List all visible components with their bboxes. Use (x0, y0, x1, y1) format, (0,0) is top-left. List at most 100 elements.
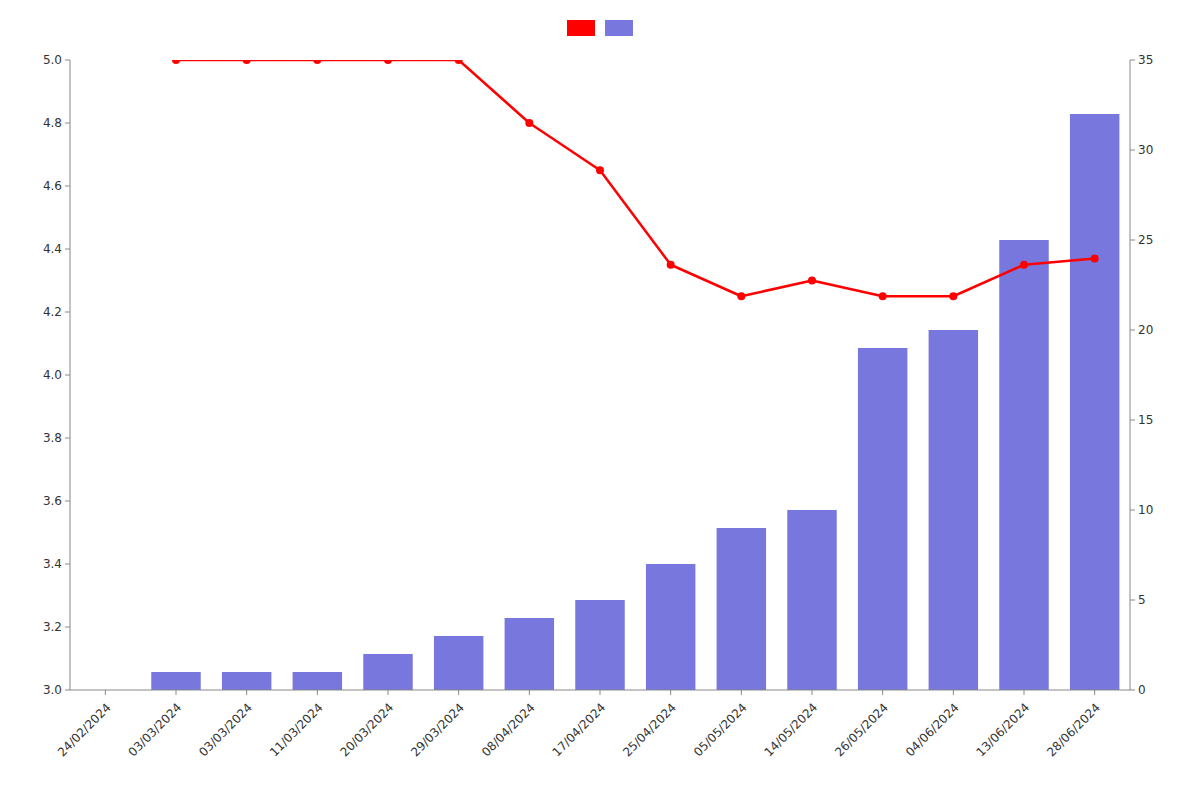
bar (505, 618, 554, 690)
x-tick-label: 13/06/2024 (974, 700, 1033, 759)
x-tick-label: 14/05/2024 (762, 700, 821, 759)
y2-tick-label: 35 (1138, 53, 1153, 67)
y-tick (65, 249, 70, 250)
x-tick-label: 20/03/2024 (338, 700, 397, 759)
y2-tick (1130, 600, 1135, 601)
x-tick (882, 690, 883, 695)
line-marker (596, 166, 604, 174)
x-tick (670, 690, 671, 695)
x-tick (105, 690, 106, 695)
legend-swatch (605, 20, 633, 36)
x-tick-label: 03/03/2024 (196, 700, 255, 759)
legend-swatch (567, 20, 595, 36)
y-tick (65, 690, 70, 691)
x-tick-label: 08/04/2024 (479, 700, 538, 759)
line-marker (525, 119, 533, 127)
x-tick-label: 28/06/2024 (1044, 700, 1103, 759)
x-tick (388, 690, 389, 695)
axes: 3.03.23.43.63.84.04.24.44.64.85.00510152… (43, 53, 1153, 760)
y2-tick (1130, 60, 1135, 61)
x-tick-label: 29/03/2024 (408, 700, 467, 759)
x-tick-label: 04/06/2024 (903, 700, 962, 759)
x-tick (1094, 690, 1095, 695)
y2-tick (1130, 240, 1135, 241)
bar-series (151, 114, 1119, 690)
y-tick (65, 564, 70, 565)
y2-tick-label: 30 (1138, 143, 1153, 157)
x-tick-label: 25/04/2024 (620, 700, 679, 759)
x-tick (1024, 690, 1025, 695)
line-marker (808, 277, 816, 285)
y2-tick (1130, 420, 1135, 421)
marks (151, 60, 1119, 690)
y2-tick (1130, 330, 1135, 331)
y2-tick-label: 10 (1138, 503, 1153, 517)
line-marker (243, 60, 251, 64)
y-tick-label: 4.4 (43, 242, 62, 256)
line-marker (879, 292, 887, 300)
x-tick-label: 24/02/2024 (55, 700, 114, 759)
y-tick-label: 3.6 (43, 494, 62, 508)
y-tick (65, 186, 70, 187)
y-tick (65, 438, 70, 439)
y-tick (65, 123, 70, 124)
bar (858, 348, 907, 690)
x-tick-label: 03/03/2024 (126, 700, 185, 759)
x-tick (176, 690, 177, 695)
y2-tick-label: 15 (1138, 413, 1153, 427)
bar (929, 330, 978, 690)
line-marker (313, 60, 321, 64)
y2-tick (1130, 150, 1135, 151)
line-marker (737, 292, 745, 300)
line-marker (172, 60, 180, 64)
line (176, 60, 1095, 296)
y-tick (65, 60, 70, 61)
bar (1070, 114, 1119, 690)
bar (434, 636, 483, 690)
line-series (172, 60, 1099, 300)
y-tick-label: 4.2 (43, 305, 62, 319)
bar (151, 672, 200, 690)
y-tick (65, 501, 70, 502)
line-marker (1091, 254, 1099, 262)
bar (787, 510, 836, 690)
x-tick (600, 690, 601, 695)
line-marker (1020, 261, 1028, 269)
line-marker (949, 292, 957, 300)
y2-tick-label: 20 (1138, 323, 1153, 337)
y-tick-label: 4.6 (43, 179, 62, 193)
y-tick-label: 3.4 (43, 557, 62, 571)
x-tick (953, 690, 954, 695)
y2-axis-line (1130, 60, 1131, 690)
legend (567, 20, 633, 36)
y-tick-label: 4.0 (43, 368, 62, 382)
y-tick (65, 627, 70, 628)
bar (717, 528, 766, 690)
x-tick (246, 690, 247, 695)
y2-tick (1130, 510, 1135, 511)
y-tick (65, 312, 70, 313)
x-tick (458, 690, 459, 695)
y-tick (65, 375, 70, 376)
x-tick (317, 690, 318, 695)
bar (293, 672, 342, 690)
y2-tick-label: 5 (1138, 593, 1146, 607)
bar (222, 672, 271, 690)
bar (999, 240, 1048, 690)
line-marker (384, 60, 392, 64)
y-tick-label: 3.0 (43, 683, 62, 697)
x-tick (529, 690, 530, 695)
bar (575, 600, 624, 690)
x-tick-label: 17/04/2024 (550, 700, 609, 759)
y-tick-label: 3.8 (43, 431, 62, 445)
x-tick-label: 26/05/2024 (832, 700, 891, 759)
x-tick-label: 11/03/2024 (267, 700, 326, 759)
chart: 3.03.23.43.63.84.04.24.44.64.85.00510152… (0, 0, 1200, 800)
line-marker (667, 261, 675, 269)
y-tick-label: 5.0 (43, 53, 62, 67)
y2-tick-label: 0 (1138, 683, 1146, 697)
bar (646, 564, 695, 690)
y-tick-label: 4.8 (43, 116, 62, 130)
bar (363, 654, 412, 690)
x-tick-label: 05/05/2024 (691, 700, 750, 759)
